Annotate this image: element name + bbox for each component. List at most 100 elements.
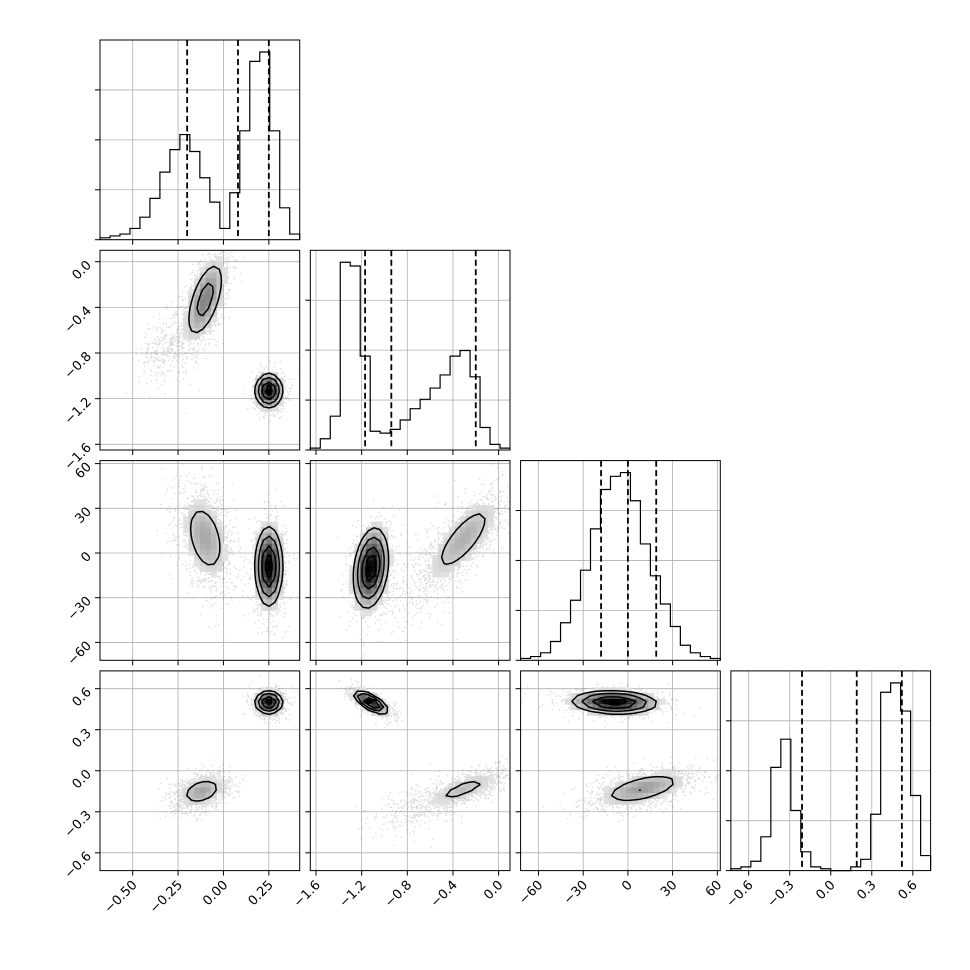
density-cell: [199, 278, 206, 284]
density-cell: [471, 521, 478, 528]
density-cell: [614, 781, 621, 788]
density-cell: [592, 693, 599, 700]
density-cell: [205, 510, 212, 517]
density-cell: [675, 781, 682, 788]
contours: [189, 510, 284, 608]
density-cell: [631, 787, 638, 794]
density-cell: [188, 781, 195, 788]
grid-lines: [100, 460, 300, 661]
density-cell: [188, 322, 195, 329]
density-cell: [354, 588, 361, 595]
density-cell: [448, 549, 455, 556]
density-cell: [349, 577, 356, 584]
contour-line: [600, 698, 628, 706]
density-cell: [360, 599, 367, 606]
contour-line: [186, 690, 284, 802]
density-cell: [260, 588, 267, 595]
density-cell: [626, 781, 632, 788]
density-cell: [471, 516, 478, 523]
density-cell: [277, 593, 284, 600]
density-cell: [487, 521, 494, 528]
density-cell: [260, 554, 267, 561]
density-cell: [266, 372, 273, 379]
density-cell: [626, 792, 632, 799]
density-cell: [365, 582, 372, 589]
density-cell: [465, 527, 472, 534]
x-tick-label: 30: [658, 878, 680, 900]
density-cell: [199, 532, 206, 539]
density-cell: [271, 543, 278, 550]
density-cell: [260, 704, 267, 711]
axis-ticks: −0.6 −0.3 0.0 0.3 0.6: [724, 720, 921, 911]
density-cell: [194, 311, 201, 318]
density-cell: [277, 400, 284, 407]
density-cell: [216, 787, 223, 794]
density-cell: [382, 538, 389, 545]
density-cell: [360, 571, 367, 578]
density-cell: [437, 543, 444, 550]
density-cell: [266, 538, 273, 545]
density-cell: [194, 792, 201, 799]
density-cell: [194, 781, 201, 788]
density-cell: [471, 538, 478, 545]
x-tick-label: −0.4: [428, 878, 461, 911]
density-cell: [443, 543, 450, 550]
contour-line: [581, 692, 647, 791]
density-cell: [194, 510, 201, 517]
density-cell: [354, 604, 361, 611]
density-cell: [210, 510, 217, 517]
density-cell: [476, 787, 483, 794]
density-cell: [465, 538, 472, 545]
panel-frame: [99, 460, 301, 661]
density-cell: [199, 294, 206, 301]
density-cell: [194, 554, 201, 561]
density-cell: [382, 549, 389, 556]
density-cell: [376, 532, 383, 539]
contour-line: [352, 513, 486, 609]
density-cell: [471, 532, 478, 539]
density-cell: [354, 582, 361, 589]
density-cell: [603, 693, 610, 700]
contour-line: [365, 699, 374, 704]
density-cell: [183, 516, 190, 523]
density-cell: [432, 560, 439, 567]
density-cell: [194, 787, 201, 794]
density-cell: [205, 521, 212, 528]
density-cell: [587, 709, 594, 716]
density-cell: [675, 776, 682, 783]
density-cell: [471, 787, 478, 794]
density-cell: [210, 527, 217, 534]
x-tick-label: −1.6: [291, 878, 324, 911]
density-cell: [194, 543, 201, 550]
density-cell: [592, 687, 599, 694]
contour-line: [189, 510, 284, 608]
density-cell: [653, 704, 660, 711]
y-tick-label: 0.0: [70, 258, 95, 283]
density-cell: [216, 566, 223, 572]
density-cell: [266, 566, 273, 572]
density-cell: [199, 549, 206, 556]
density-cell: [360, 554, 367, 561]
density-cell: [382, 582, 389, 589]
contours: [186, 690, 284, 802]
density-cell: [199, 504, 206, 511]
density-cell: [642, 792, 649, 799]
density-cell: [670, 770, 677, 777]
density-cell: [205, 504, 212, 511]
density-cell: [349, 566, 356, 572]
density-cell: [659, 698, 666, 705]
density-cell: [648, 704, 655, 711]
density-cell: [271, 704, 278, 711]
density-cell: [387, 549, 394, 556]
density-cell: [576, 693, 583, 700]
density-cell: [222, 278, 228, 284]
density-cell: [465, 549, 472, 556]
density-cell: [255, 577, 262, 584]
contour-line: [261, 545, 277, 588]
pair-2-0: [156, 461, 297, 641]
density-cell: [659, 792, 666, 799]
density-cell: [183, 787, 190, 794]
density-cell: [183, 327, 190, 334]
density-cell: [194, 294, 201, 301]
density-cell: [188, 787, 195, 794]
